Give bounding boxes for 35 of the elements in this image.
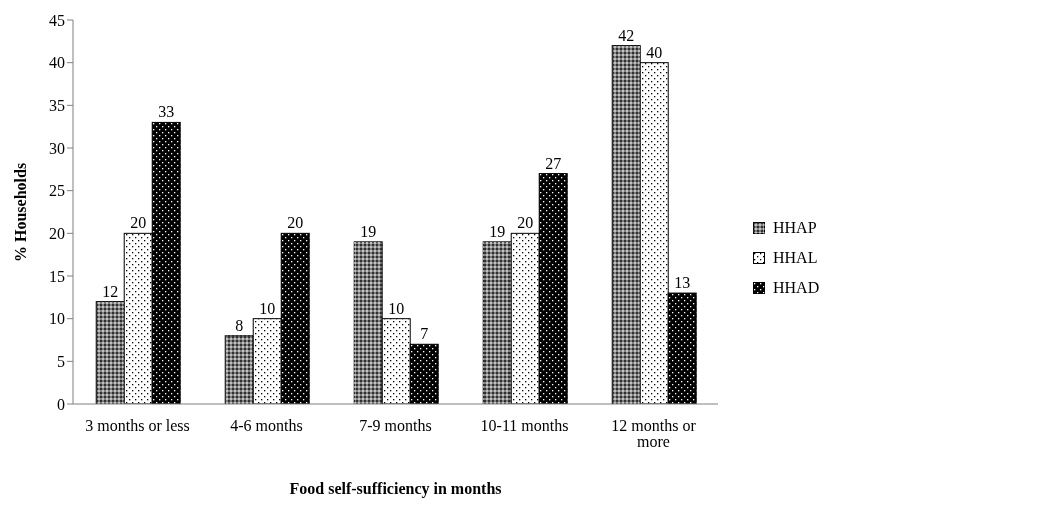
y-tick-label: 45: [49, 11, 65, 29]
data-label: 42: [618, 26, 635, 44]
legend-label: HHAL: [773, 249, 818, 267]
x-tick-label: 12 months or more: [611, 417, 697, 451]
x-tick-label: 10-11 months: [480, 417, 569, 435]
y-tick-label: 35: [49, 97, 65, 115]
data-label: 13: [674, 274, 691, 292]
data-label: 40: [646, 43, 663, 61]
legend-label: HHAD: [773, 279, 820, 297]
data-label: 20: [130, 214, 147, 232]
data-label: 10: [388, 299, 405, 317]
y-tick-label: 20: [49, 225, 65, 243]
data-label: 7: [420, 325, 429, 343]
data-label: 10: [259, 299, 276, 317]
y-tick-label: 15: [49, 267, 65, 285]
x-tick-label: 7-9 months: [359, 417, 432, 435]
y-tick-label: 5: [57, 353, 65, 371]
y-tick-label: 30: [49, 139, 65, 157]
data-label: 20: [517, 214, 534, 232]
x-tick-label: 3 months or less: [85, 417, 190, 435]
y-tick-label: 0: [57, 395, 65, 413]
x-tick-label: 4-6 months: [230, 417, 303, 435]
data-label: 19: [489, 222, 506, 240]
y-tick-label: 25: [49, 182, 65, 200]
data-label: 33: [158, 103, 175, 121]
y-axis-title: % Households: [11, 162, 29, 262]
x-axis-title: Food self-sufficiency in months: [289, 480, 502, 498]
data-label: 12: [102, 282, 119, 300]
data-label: 8: [235, 316, 244, 334]
data-label: 19: [360, 222, 377, 240]
data-label: 20: [287, 214, 304, 232]
data-label: 27: [545, 154, 562, 172]
legend-label: HHAP: [773, 219, 817, 237]
y-tick-label: 10: [49, 310, 65, 328]
y-tick-label: 40: [49, 54, 65, 72]
